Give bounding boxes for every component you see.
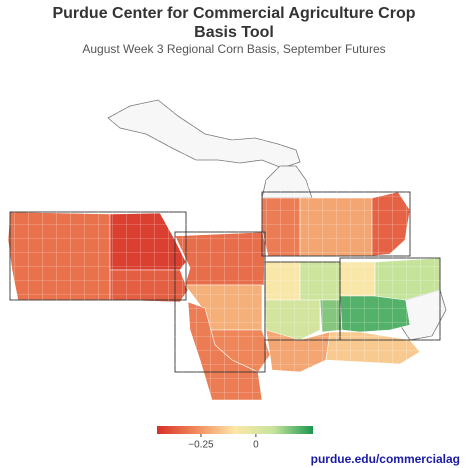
map-region	[299, 261, 341, 301]
map-region	[339, 261, 376, 297]
map-region	[319, 299, 343, 333]
footer-link[interactable]: purdue.edu/commercialag	[310, 452, 460, 466]
map-region	[261, 197, 301, 257]
map-region	[7, 211, 111, 301]
colorbar-tick-label: −0.25	[188, 440, 214, 450]
colorbar-tick-label: 0	[253, 440, 259, 450]
map-region	[264, 261, 301, 301]
map-region	[371, 191, 411, 257]
map-region	[174, 231, 266, 286]
subtitle: August Week 3 Regional Corn Basis, Septe…	[82, 42, 386, 56]
colorbar	[157, 426, 313, 434]
map: −0.25 0	[0, 99, 468, 450]
map-region	[109, 269, 189, 303]
map-region	[299, 197, 373, 257]
map-region	[339, 295, 411, 333]
title: Purdue Center for Commercial Agriculture…	[52, 5, 416, 41]
